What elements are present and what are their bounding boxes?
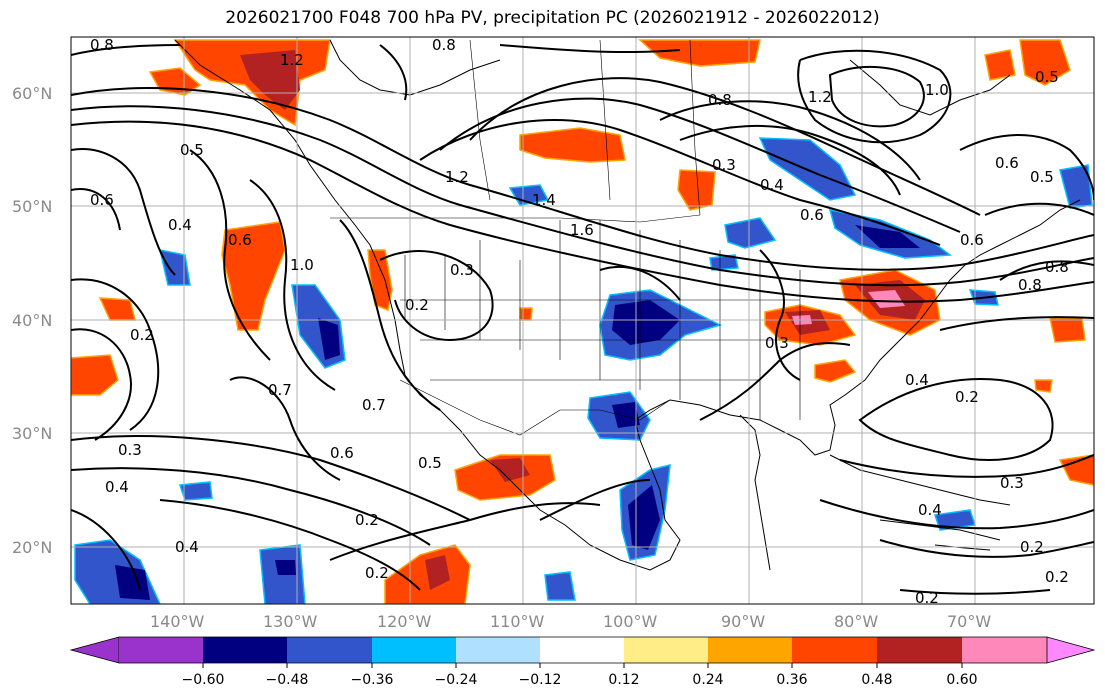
contour-label: 0.2 — [365, 564, 389, 582]
contour-label: 0.7 — [362, 396, 386, 414]
lat-label-40n: 40°N — [12, 311, 52, 330]
lon-label-130w: 130°W — [263, 612, 318, 631]
contour-label: 0.6 — [228, 231, 252, 249]
colorbar-tick-label: −0.24 — [435, 672, 478, 688]
map-layers: 0.8 1.2 0.8 0.8 1.0 1.2 0.5 0.5 0.6 0.4 … — [71, 36, 1094, 607]
lat-label-30n: 30°N — [12, 424, 52, 443]
contour-label: 0.6 — [90, 191, 114, 209]
contour-label: 0.4 — [918, 501, 942, 519]
contour-label: 0.8 — [708, 91, 732, 109]
contour-label: 0.3 — [118, 441, 142, 459]
contour-label: 1.2 — [808, 88, 832, 106]
contour-labels: 0.8 1.2 0.8 0.8 1.0 1.2 0.5 0.5 0.6 0.4 … — [90, 36, 1069, 607]
colorbar-ticks — [202, 663, 963, 668]
contour-label: 0.4 — [760, 176, 784, 194]
lat-label-60n: 60°N — [12, 84, 52, 103]
colorbar-bin — [792, 637, 877, 663]
colorbar: −0.60 −0.48 −0.36 −0.24 −0.12 0.12 0.24 … — [69, 636, 1096, 688]
contour-label: 0.2 — [915, 589, 939, 607]
contour-label: 0.6 — [960, 231, 984, 249]
colorbar-tick-label: 0.36 — [776, 672, 807, 688]
contour-label: 0.8 — [90, 36, 114, 54]
colorbar-bin — [540, 637, 624, 663]
map-title: 2026021700 F048 700 hPa PV, precipitatio… — [225, 8, 880, 28]
colorbar-tick-label: −0.36 — [351, 672, 394, 688]
map-frame — [70, 36, 1095, 605]
contour-label: 0.8 — [432, 36, 456, 54]
colorbar-bin — [119, 637, 203, 663]
contour-label: 1.0 — [290, 256, 314, 274]
contour-label: 0.4 — [105, 478, 129, 496]
colorbar-tick-label: 0.48 — [861, 672, 892, 688]
contour-label: 1.4 — [532, 191, 556, 209]
contour-label: 0.5 — [180, 141, 204, 159]
contour-label: 0.7 — [268, 381, 292, 399]
contour-label: 0.2 — [355, 511, 379, 529]
contour-label: 0.6 — [330, 444, 354, 462]
contour-label: 0.3 — [1000, 474, 1024, 492]
contour-label: 0.8 — [1045, 258, 1069, 276]
lon-label-140w: 140°W — [150, 612, 205, 631]
colorbar-tick-label: 0.60 — [946, 672, 977, 688]
contour-label: 0.5 — [1030, 168, 1054, 186]
colorbar-under-arrow — [69, 636, 120, 664]
colorbar-bin — [287, 637, 372, 663]
colorbar-tick-label: 0.24 — [692, 672, 723, 688]
lon-label-90w: 90°W — [721, 612, 765, 631]
colorbar-bin — [877, 637, 962, 663]
latitude-labels: 60°N 50°N 40°N 30°N 20°N — [12, 84, 52, 557]
colorbar-tick-label: −0.60 — [182, 672, 225, 688]
contour-label: 1.2 — [445, 168, 469, 186]
lat-label-50n: 50°N — [12, 197, 52, 216]
contour-label: 0.6 — [995, 154, 1019, 172]
colorbar-over-arrow — [1046, 636, 1096, 664]
colorbar-bin — [203, 637, 287, 663]
pv-contours — [71, 44, 1094, 595]
colorbar-bin — [962, 637, 1047, 663]
political-borders — [330, 39, 801, 436]
colorbar-tick-label: 0.12 — [608, 672, 639, 688]
contour-label: 0.3 — [712, 156, 736, 174]
lat-label-20n: 20°N — [12, 538, 52, 557]
contour-label: 0.2 — [1045, 568, 1069, 586]
colorbar-bin — [456, 637, 540, 663]
contour-label: 0.2 — [130, 326, 154, 344]
precip-positive-fills — [71, 39, 1094, 604]
contour-label: 0.4 — [905, 371, 929, 389]
contour-label: 1.2 — [280, 51, 304, 69]
lon-label-100w: 100°W — [603, 612, 658, 631]
contour-label: 0.2 — [405, 296, 429, 314]
contour-label: 0.3 — [450, 261, 474, 279]
contour-label: 1.0 — [925, 81, 949, 99]
lon-label-120w: 120°W — [377, 612, 432, 631]
colorbar-bin — [624, 637, 708, 663]
contour-label: 0.5 — [1035, 68, 1059, 86]
contour-label: 0.2 — [955, 388, 979, 406]
lon-label-80w: 80°W — [834, 612, 878, 631]
lon-label-70w: 70°W — [947, 612, 991, 631]
contour-label: 1.6 — [570, 221, 594, 239]
longitude-labels: 140°W 130°W 120°W 110°W 100°W 90°W 80°W … — [150, 612, 991, 631]
contour-label: 0.5 — [418, 454, 442, 472]
colorbar-tick-label: −0.12 — [519, 672, 562, 688]
contour-label: 0.3 — [765, 334, 789, 352]
contour-label: 0.8 — [1018, 276, 1042, 294]
colorbar-bin — [372, 637, 456, 663]
colorbar-bin — [708, 637, 792, 663]
contour-label: 0.2 — [1020, 538, 1044, 556]
contour-label: 0.6 — [800, 206, 824, 224]
lon-label-110w: 110°W — [490, 612, 545, 631]
colorbar-tick-label: −0.48 — [266, 672, 309, 688]
contour-label: 0.4 — [175, 538, 199, 556]
contour-label: 0.4 — [168, 216, 192, 234]
